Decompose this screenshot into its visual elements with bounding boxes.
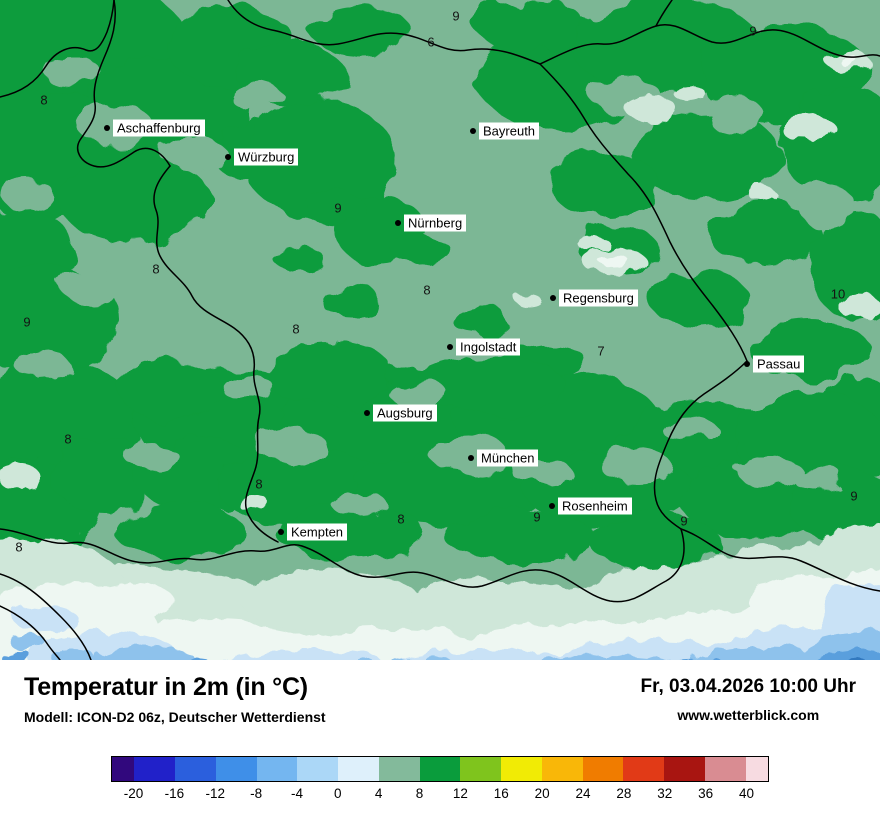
city-label: Rosenheim — [558, 497, 632, 515]
scale-segment — [582, 757, 624, 781]
city-dot — [225, 154, 231, 160]
datetime-block: Fr, 03.04.2026 10:00 Uhr www.wetterblick… — [641, 673, 856, 723]
color-scale-labels: -20 -16 -12 -8 -4 0 4 8 12 16 20 24 28 32 36 40 — [111, 786, 769, 804]
temperature-value-label: 8 — [292, 321, 300, 337]
scale-tick-label: 8 — [415, 786, 424, 801]
temperature-value-label: 10 — [830, 286, 846, 302]
temperature-value-label: 8 — [40, 92, 48, 108]
city-label: Augsburg — [373, 404, 437, 422]
scale-tick-label: 40 — [739, 786, 755, 801]
city-label: Ingolstadt — [456, 338, 521, 356]
temperature-value-label: 9 — [749, 23, 757, 39]
info-panel: Temperatur in 2m (in °C) Modell: ICON-D2… — [0, 660, 880, 830]
color-scale: -20 -16 -12 -8 -4 0 4 8 12 16 20 24 28 32 36 40 — [111, 756, 769, 804]
temperature-value-label: 9 — [334, 200, 342, 216]
city-dot — [549, 503, 555, 509]
scale-segment — [704, 757, 746, 781]
scale-tick-label: -12 — [205, 786, 225, 801]
border-lines — [0, 0, 880, 660]
map-area: Aschaffenburg Würzburg Bayreuth Nürnberg Reg… — [0, 0, 880, 660]
temperature-value-label: 8 — [255, 476, 263, 492]
scale-segment — [623, 757, 665, 781]
scale-tick-label: 36 — [698, 786, 714, 801]
scale-tick-label: 4 — [374, 786, 383, 801]
city-label: München — [477, 449, 539, 467]
scale-segment — [501, 757, 542, 781]
scale-segment — [338, 757, 379, 781]
city-dot — [447, 344, 453, 350]
temperature-value-label: 8 — [423, 282, 431, 298]
valid-datetime: Fr, 03.04.2026 10:00 Uhr — [640, 676, 856, 697]
city-label: Bayreuth — [479, 122, 540, 140]
temperature-value-label: 9 — [23, 314, 31, 330]
city-dot — [744, 361, 750, 367]
scale-segment — [745, 757, 769, 781]
city-label: Aschaffenburg — [113, 119, 205, 137]
city-dot — [470, 128, 476, 134]
title-block: Temperatur in 2m (in °C) Modell: ICON-D2… — [24, 673, 326, 725]
temperature-value-label: 9 — [850, 488, 858, 504]
temperature-value-label: 7 — [597, 343, 605, 359]
temperature-value-label: 8 — [64, 431, 72, 447]
temperature-value-label: 8 — [152, 261, 160, 277]
map-overlays: Aschaffenburg Würzburg Bayreuth Nürnberg Reg… — [15, 8, 858, 555]
website-text: www.wetterblick.com — [677, 707, 820, 723]
color-scale-bar — [111, 756, 769, 782]
scale-tick-label: 16 — [493, 786, 509, 801]
scale-tick-label: 20 — [534, 786, 550, 801]
temperature-map-svg — [0, 0, 880, 660]
city-label: Passau — [753, 355, 805, 373]
scale-segment — [175, 757, 216, 781]
city-dot — [550, 295, 556, 301]
city-dot — [364, 410, 370, 416]
temperature-value-label: 6 — [427, 34, 435, 50]
temperature-value-label: 9 — [680, 513, 688, 529]
city-label: Regensburg — [559, 289, 638, 307]
temperature-value-label: 8 — [397, 511, 405, 527]
scale-tick-label: -16 — [164, 786, 185, 801]
map-title: Temperatur in 2m (in °C) — [24, 673, 308, 701]
scale-segment — [256, 757, 298, 781]
scale-segment — [378, 757, 420, 781]
temperature-value-label: 8 — [15, 539, 23, 555]
city-dot — [278, 529, 284, 535]
scale-tick-label: -8 — [250, 786, 263, 801]
scale-segment — [419, 757, 461, 781]
temperature-value-label: 9 — [533, 509, 541, 525]
scale-segment — [541, 757, 583, 781]
scale-tick-label: 12 — [452, 786, 468, 801]
scale-tick-label: -20 — [123, 786, 144, 801]
scale-tick-label: 32 — [657, 786, 673, 801]
city-dot — [468, 455, 474, 461]
scale-tick-label: 24 — [575, 786, 591, 801]
scale-segment — [460, 757, 502, 781]
scale-tick-label: -4 — [290, 786, 303, 801]
scale-segment — [112, 757, 135, 781]
scale-tick-label: 0 — [334, 786, 342, 801]
scale-tick-label: 28 — [616, 786, 632, 801]
scale-segment — [134, 757, 176, 781]
scale-segment — [215, 757, 257, 781]
city-label: Kempten — [287, 523, 348, 541]
scale-segment — [664, 757, 705, 781]
map-cold-core-patches — [600, 57, 860, 268]
city-label: Nürnberg — [404, 214, 467, 232]
city-dot — [104, 125, 110, 131]
city-dot — [395, 220, 401, 226]
scale-segment — [297, 757, 339, 781]
city-label: Würzburg — [234, 148, 299, 166]
model-info: Modell: ICON-D2 06z, Deutscher Wetterdie… — [24, 709, 326, 725]
temperature-value-label: 9 — [452, 8, 460, 24]
alps-bands — [0, 524, 880, 660]
